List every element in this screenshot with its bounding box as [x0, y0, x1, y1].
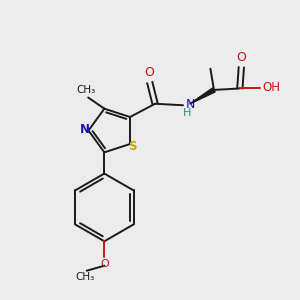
Text: O: O	[100, 259, 109, 269]
Text: N: N	[80, 123, 90, 136]
Text: CH₃: CH₃	[76, 85, 95, 94]
Text: S: S	[128, 140, 136, 153]
Text: N: N	[186, 98, 195, 111]
Text: OH: OH	[262, 81, 280, 94]
Text: H: H	[182, 109, 191, 118]
Polygon shape	[190, 88, 215, 104]
Text: O: O	[144, 66, 154, 79]
Text: CH₃: CH₃	[76, 272, 95, 282]
Text: O: O	[236, 51, 246, 64]
